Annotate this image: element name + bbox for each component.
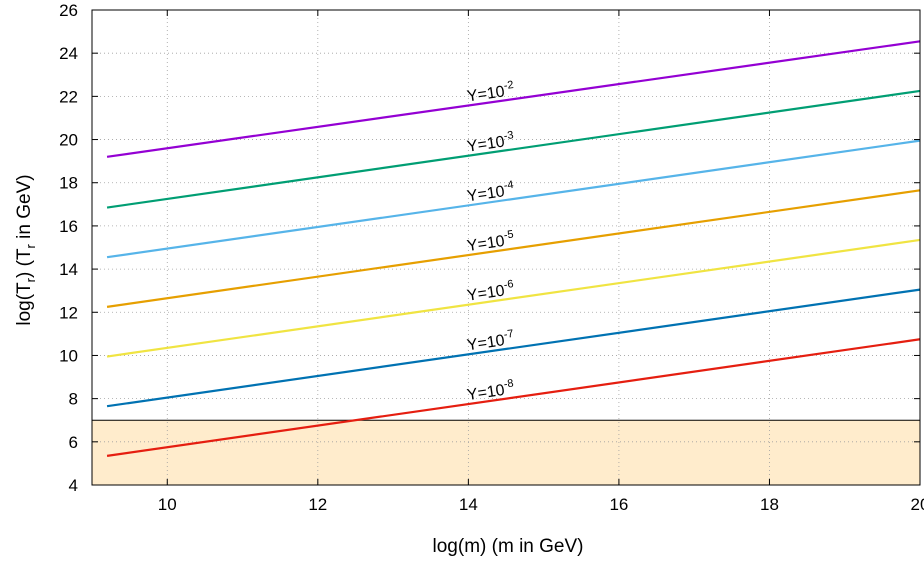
series-line bbox=[106, 288, 921, 408]
shaded-region bbox=[92, 420, 920, 485]
x-axis-title: log(m) (m in GeV) bbox=[433, 536, 584, 557]
x-tick-label: 18 bbox=[760, 495, 779, 514]
y-tick-label: 26 bbox=[59, 1, 78, 20]
y-tick-label: 16 bbox=[59, 217, 78, 236]
y-tick-label: 6 bbox=[69, 433, 78, 452]
series-label: Y=10-5 bbox=[466, 229, 516, 256]
x-tick-label: 20 bbox=[911, 495, 924, 514]
series-line bbox=[106, 238, 921, 358]
y-tick-label: 4 bbox=[69, 476, 78, 495]
series-label: Y=10-6 bbox=[466, 278, 516, 305]
y-tick-label: 20 bbox=[59, 131, 78, 150]
y-tick-label: 22 bbox=[59, 87, 78, 106]
y-tick-label: 8 bbox=[69, 390, 78, 409]
y-tick-label: 12 bbox=[59, 303, 78, 322]
series-label: Y=10-3 bbox=[466, 129, 516, 156]
plot-frame bbox=[91, 9, 921, 486]
series-line bbox=[106, 139, 921, 259]
series-label: Y=10-2 bbox=[466, 79, 516, 105]
x-tick-label: 10 bbox=[158, 495, 177, 514]
series-line bbox=[106, 89, 921, 209]
y-tick-label: 24 bbox=[59, 44, 78, 63]
y-tick-label: 14 bbox=[59, 260, 78, 279]
series-label: Y=10-4 bbox=[466, 179, 516, 206]
y-tick-label: 18 bbox=[59, 174, 78, 193]
x-tick-label: 12 bbox=[308, 495, 327, 514]
x-tick-label: 14 bbox=[459, 495, 478, 514]
series-line bbox=[106, 338, 921, 457]
y-tick-label: 10 bbox=[59, 346, 78, 365]
series-label: Y=10-7 bbox=[466, 328, 516, 355]
series-line bbox=[106, 40, 921, 158]
x-tick-label: 16 bbox=[609, 495, 628, 514]
series-line bbox=[106, 189, 921, 308]
y-axis-title: log(Tr) (Tr in GeV) bbox=[14, 174, 38, 325]
series-label: Y=10-8 bbox=[466, 377, 516, 404]
